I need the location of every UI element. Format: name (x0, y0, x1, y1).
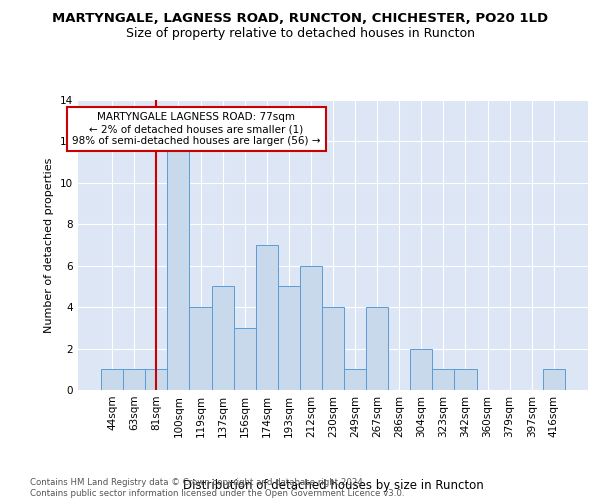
Bar (543, 370, 565, 390)
Text: Contains HM Land Registry data © Crown copyright and database right 2024.
Contai: Contains HM Land Registry data © Crown c… (30, 478, 404, 498)
Bar (190, 307, 212, 390)
Bar (145, 370, 167, 390)
Bar (278, 286, 300, 390)
Bar (167, 142, 190, 390)
Bar (300, 266, 322, 390)
Bar (256, 245, 278, 390)
Text: MARTYNGALE LAGNESS ROAD: 77sqm
← 2% of detached houses are smaller (1)
98% of se: MARTYNGALE LAGNESS ROAD: 77sqm ← 2% of d… (72, 112, 320, 146)
Text: MARTYNGALE, LAGNESS ROAD, RUNCTON, CHICHESTER, PO20 1LD: MARTYNGALE, LAGNESS ROAD, RUNCTON, CHICH… (52, 12, 548, 26)
Bar (454, 370, 476, 390)
Bar (233, 328, 256, 390)
Bar (433, 370, 454, 390)
Bar (344, 370, 366, 390)
Bar (101, 370, 123, 390)
Bar (366, 307, 388, 390)
Bar (212, 286, 233, 390)
X-axis label: Distribution of detached houses by size in Runcton: Distribution of detached houses by size … (182, 478, 484, 492)
Y-axis label: Number of detached properties: Number of detached properties (44, 158, 55, 332)
Bar (123, 370, 145, 390)
Bar (410, 348, 433, 390)
Text: Size of property relative to detached houses in Runcton: Size of property relative to detached ho… (125, 28, 475, 40)
Bar (322, 307, 344, 390)
